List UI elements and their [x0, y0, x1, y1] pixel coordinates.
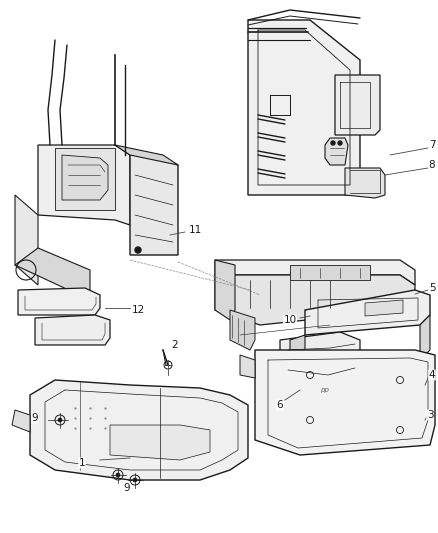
- Polygon shape: [230, 310, 255, 350]
- Text: 7: 7: [429, 140, 435, 150]
- Text: 1: 1: [79, 458, 85, 468]
- Polygon shape: [240, 355, 255, 378]
- Polygon shape: [38, 145, 130, 225]
- Text: 4: 4: [429, 370, 435, 380]
- Polygon shape: [280, 360, 360, 405]
- Text: 6: 6: [277, 400, 283, 410]
- Polygon shape: [55, 148, 115, 210]
- Polygon shape: [215, 260, 415, 285]
- Polygon shape: [420, 315, 430, 360]
- Polygon shape: [335, 75, 380, 135]
- Text: 10: 10: [283, 315, 297, 325]
- Circle shape: [338, 141, 342, 145]
- Polygon shape: [62, 155, 108, 200]
- Text: 11: 11: [188, 225, 201, 235]
- Polygon shape: [115, 145, 178, 165]
- Polygon shape: [110, 425, 210, 460]
- Polygon shape: [305, 290, 430, 335]
- Polygon shape: [255, 350, 435, 455]
- Circle shape: [133, 478, 137, 482]
- Polygon shape: [290, 265, 370, 280]
- Text: 2: 2: [172, 340, 178, 350]
- Text: 9: 9: [124, 483, 131, 493]
- Text: 3: 3: [427, 410, 433, 420]
- Polygon shape: [130, 155, 178, 255]
- Circle shape: [116, 473, 120, 477]
- Text: 8: 8: [429, 160, 435, 170]
- Polygon shape: [12, 410, 30, 432]
- Polygon shape: [30, 380, 248, 480]
- Text: pp: pp: [321, 387, 329, 393]
- Polygon shape: [15, 195, 38, 285]
- Polygon shape: [215, 275, 415, 325]
- Text: 9: 9: [32, 413, 38, 423]
- Circle shape: [331, 141, 335, 145]
- Text: 12: 12: [131, 305, 145, 315]
- Circle shape: [58, 418, 62, 422]
- Polygon shape: [248, 20, 360, 195]
- Circle shape: [135, 247, 141, 253]
- Polygon shape: [290, 335, 305, 360]
- Text: 5: 5: [429, 283, 435, 293]
- Polygon shape: [345, 168, 385, 198]
- Polygon shape: [280, 332, 360, 365]
- Polygon shape: [15, 248, 90, 300]
- Polygon shape: [325, 138, 348, 165]
- Polygon shape: [365, 300, 403, 316]
- Polygon shape: [215, 260, 235, 320]
- Polygon shape: [18, 288, 100, 315]
- Polygon shape: [35, 315, 110, 345]
